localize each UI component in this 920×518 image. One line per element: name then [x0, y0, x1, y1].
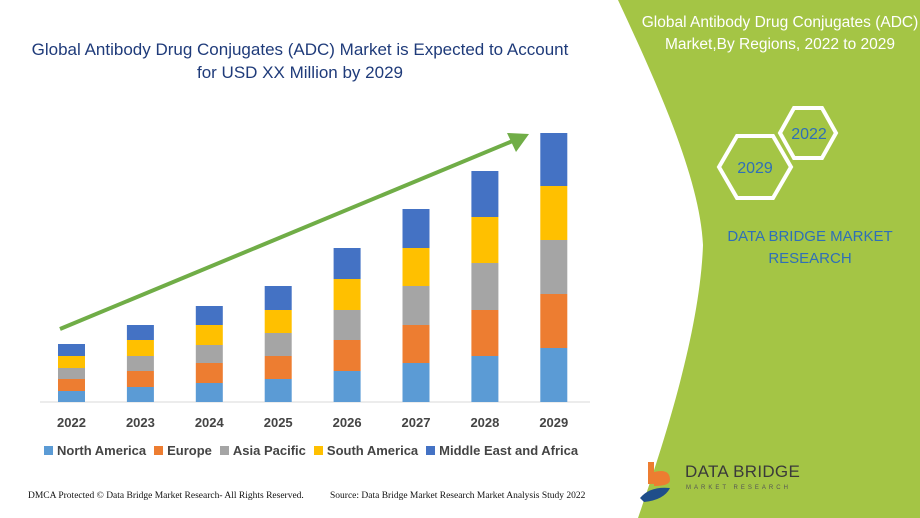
hexagon-2029: [716, 134, 794, 200]
bar-segment-2022-4: [58, 344, 85, 356]
bar-segment-2028-0: [471, 356, 499, 402]
bar-segment-2022-3: [58, 356, 85, 368]
bar-segment-2023-3: [126, 340, 154, 356]
logo-name: DATA BRIDGE: [685, 462, 801, 481]
hex-label-2029: 2029: [737, 160, 773, 177]
bar-segment-2023-4: [126, 325, 154, 340]
bar-segment-2023-0: [126, 387, 154, 402]
trend-arrow: [59, 138, 516, 331]
x-tick-label: 2026: [333, 415, 362, 430]
bar-segment-2024-4: [195, 306, 223, 325]
green-panel: [618, 0, 920, 518]
x-tick-label: 2024: [195, 415, 225, 430]
x-tick-label: 2029: [539, 415, 568, 430]
legend-item: Middle East and Africa: [426, 443, 578, 458]
legend-label: Middle East and Africa: [439, 443, 579, 458]
bar-segment-2027-4: [402, 209, 430, 248]
bar-segment-2022-0: [58, 391, 85, 402]
legend-label: Europe: [167, 443, 212, 458]
bar-segment-2024-2: [195, 345, 223, 363]
legend-label: North America: [57, 443, 147, 458]
x-tick-label: 2028: [470, 415, 499, 430]
bar-segment-2025-4: [264, 286, 292, 310]
bar-segment-2029-0: [540, 348, 568, 402]
bar-segment-2028-1: [471, 310, 499, 356]
bar-segment-2027-2: [402, 286, 430, 325]
x-tick-label: 2022: [57, 415, 86, 430]
bar-segment-2029-3: [540, 186, 568, 240]
bar-segment-2026-4: [333, 248, 361, 279]
bar-segment-2029-2: [540, 240, 568, 294]
stacked-bar-chart: 2022 2023 2024 2025 2026 2027 2028 2029: [40, 133, 590, 430]
bar-segment-2025-0: [264, 379, 292, 402]
bar-segment-2027-1: [402, 325, 430, 363]
legend-item: South America: [313, 443, 419, 458]
hex-label-2022: 2022: [791, 126, 827, 143]
bar-segment-2022-1: [58, 379, 85, 391]
bar-segment-2024-3: [195, 325, 223, 345]
x-tick-label: 2025: [264, 415, 293, 430]
bar-segment-2026-3: [333, 279, 361, 310]
legend-item: Asia Pacific: [219, 443, 306, 458]
bar-segment-2029-4: [540, 133, 568, 186]
chart-title: Global Antibody Drug Conjugates (ADC) Ma…: [31, 40, 569, 82]
logo-icon: [640, 462, 670, 502]
bar-segment-2029-1: [540, 294, 568, 348]
side-panel-title: Global Antibody Drug Conjugates (ADC) Ma…: [641, 14, 919, 53]
bar-segment-2024-0: [195, 383, 223, 402]
x-tick-label: 2027: [402, 415, 431, 430]
footer-source: Source: Data Bridge Market Research Mark…: [330, 491, 586, 501]
bar-segment-2026-1: [333, 340, 361, 371]
bar-segment-2028-4: [471, 171, 499, 217]
brand-text: DATA BRIDGE MARKET RESEARCH: [727, 228, 893, 267]
legend-item: Europe: [154, 443, 212, 458]
arrow-head-icon: [507, 133, 529, 152]
bar-segment-2026-0: [333, 371, 361, 402]
footer-copyright: DMCA Protected © Data Bridge Market Rese…: [28, 491, 304, 501]
bar-segment-2028-2: [471, 263, 499, 310]
logo-tagline: MARKET RESEARCH: [686, 485, 791, 491]
bar-segment-2027-3: [402, 248, 430, 286]
bar-segment-2025-1: [264, 356, 292, 379]
x-tick-label: 2023: [126, 415, 155, 430]
bar-segment-2028-3: [471, 217, 499, 263]
bar-segment-2022-2: [58, 368, 85, 379]
legend-label: Asia Pacific: [232, 443, 306, 458]
hexagon-2022: [777, 106, 839, 160]
bar-segment-2025-3: [264, 310, 292, 333]
bar-segment-2023-1: [126, 371, 154, 387]
bar-segment-2027-0: [402, 363, 430, 402]
bar-segment-2026-2: [333, 310, 361, 340]
bar-segment-2025-2: [264, 333, 292, 356]
legend: North America Europe Asia Pacific South …: [44, 443, 578, 458]
legend-label: South America: [326, 443, 419, 458]
legend-item: North America: [44, 443, 146, 458]
bar-segment-2023-2: [126, 356, 154, 371]
bar-segment-2024-1: [195, 363, 223, 383]
